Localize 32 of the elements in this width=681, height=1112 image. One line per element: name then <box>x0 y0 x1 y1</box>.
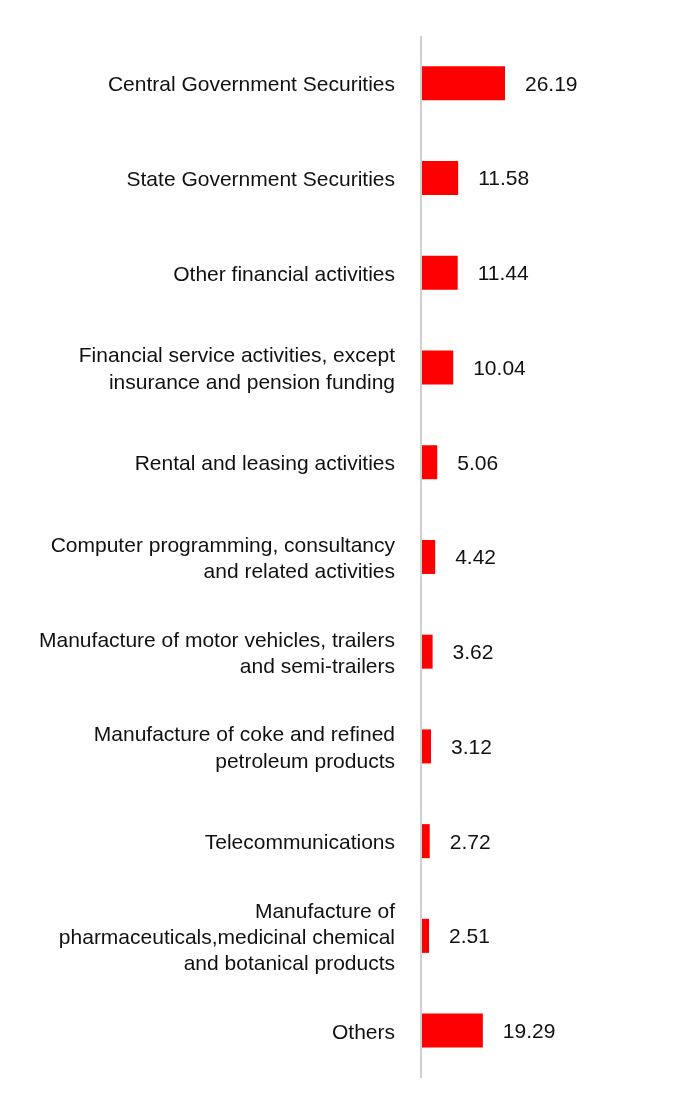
y-tick-label: State Government Securities <box>126 166 395 190</box>
data-label: 3.12 <box>451 734 492 758</box>
y-tick-label: Other financial activities <box>173 261 395 285</box>
bar <box>421 66 505 101</box>
y-tick-label: Others <box>331 1019 395 1043</box>
data-label: 11.44 <box>477 261 530 285</box>
bar <box>421 729 432 764</box>
bar <box>421 350 454 385</box>
data-label: 26.19 <box>525 71 578 95</box>
data-label: 4.42 <box>455 545 497 569</box>
bar <box>421 1013 483 1048</box>
bar <box>421 824 430 859</box>
y-tick-label: Telecommunications <box>204 829 395 853</box>
bar <box>421 161 459 196</box>
data-label: 19.29 <box>502 1019 556 1043</box>
data-label: 11.58 <box>478 166 530 190</box>
y-tick-label: Manufacture of coke and refined petroleum products <box>93 721 395 772</box>
y-tick-label: Rental and leasing activities <box>134 450 395 474</box>
y-tick-label: Computer programming, consultancy and related activities <box>50 532 396 582</box>
bar <box>421 255 458 290</box>
data-label: 2.51 <box>449 924 490 948</box>
data-label: 3.62 <box>452 640 494 664</box>
y-tick-label: Financial service activities, except insurance and pension funding <box>78 342 396 393</box>
bar <box>421 539 436 574</box>
data-label: 2.72 <box>449 829 491 853</box>
bar <box>421 445 438 480</box>
y-tick-label: Manufacture of motor vehicles, trailers and semi-trailers <box>39 627 395 677</box>
bar <box>421 634 433 669</box>
data-label: 5.06 <box>457 450 499 474</box>
y-tick-label: Manufacture of pharmaceuticals,medicinal chemical and botanical products <box>58 898 396 974</box>
data-label: 10.04 <box>473 355 527 379</box>
y-tick-label: Central Government Securities <box>107 71 395 95</box>
